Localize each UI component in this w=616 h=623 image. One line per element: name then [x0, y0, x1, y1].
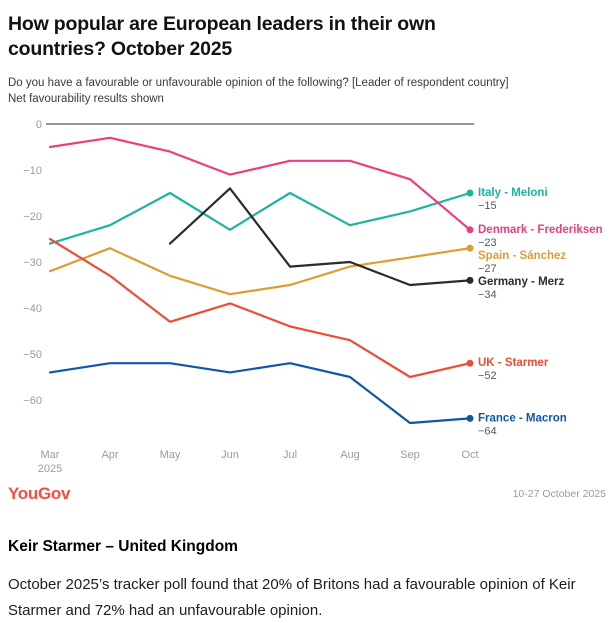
- series-value-uk-starmer: −52: [478, 370, 497, 382]
- series-label-germany-merz: Germany - Merz: [478, 276, 565, 288]
- series-endpoint-france-macron: [466, 414, 474, 422]
- series-label-uk-starmer: UK - Starmer: [478, 357, 549, 369]
- series-label-france-macron: France - Macron: [478, 412, 567, 424]
- fieldwork-date-range: 10-27 October 2025: [512, 488, 606, 501]
- x-tick-label: Sep: [400, 449, 420, 461]
- y-tick-label: −50: [23, 349, 42, 361]
- series-endpoint-uk-starmer: [466, 359, 474, 367]
- series-value-france-macron: −64: [478, 425, 497, 437]
- series-value-denmark-frederiksen: −23: [478, 237, 497, 249]
- article-heading: Keir Starmer – United Kingdom: [8, 538, 238, 556]
- x-tick-label: Mar: [41, 449, 60, 461]
- series-line-uk-starmer: [48, 237, 472, 379]
- series-endpoint-denmark-frederiksen: [466, 226, 474, 234]
- series-label-spain-sanchez: Spain - Sánchez: [478, 250, 566, 262]
- series-label-italy-meloni: Italy - Meloni: [478, 187, 548, 199]
- series-endpoint-spain-sanchez: [466, 244, 474, 252]
- series-line-italy-meloni: [48, 191, 472, 245]
- x-tick-label: Jun: [221, 449, 239, 461]
- series-endpoint-germany-merz: [466, 276, 474, 284]
- x-tick-label: Jul: [283, 449, 297, 461]
- x-tick-label: May: [160, 449, 181, 461]
- y-tick-label: −40: [23, 303, 42, 315]
- chart-title: How popular are European leaders in thei…: [8, 13, 436, 61]
- series-line-france-macron: [48, 362, 472, 425]
- series-line-denmark-frederiksen: [48, 136, 472, 231]
- y-tick-label: −10: [23, 165, 42, 177]
- line-chart: 0 −10 −20 −30 −40 −50 −60 Mar Apr May Jun Jul Aug Sep…: [23, 119, 603, 475]
- series-line-germany-merz: [168, 187, 472, 287]
- chart-footer: YouGov 10-27 October 2025: [8, 484, 608, 504]
- y-tick-label: −60: [23, 395, 42, 407]
- chart-subtitle-line1: Do you have a favourable or unfavourable…: [8, 76, 509, 89]
- chart-subtitle-line2: Net favourability results shown: [8, 93, 164, 106]
- series-label-denmark-frederiksen: Denmark - Frederiksen: [478, 224, 603, 236]
- series-endpoint-italy-meloni: [466, 189, 474, 197]
- x-tick-label: Aug: [340, 449, 360, 461]
- y-tick-label: −20: [23, 211, 42, 223]
- series-value-italy-meloni: −15: [478, 200, 497, 212]
- article-paragraph: October 2025’s tracker poll found that 2…: [8, 576, 576, 619]
- x-tick-label: Oct: [461, 449, 478, 461]
- series-value-germany-merz: −34: [478, 289, 497, 301]
- y-tick-label: 0: [36, 119, 42, 131]
- x-tick-label: Apr: [101, 449, 118, 461]
- yougov-logo: YouGov: [8, 484, 71, 504]
- x-axis-year-label: 2025: [38, 463, 62, 475]
- series-value-spain-sanchez: −27: [478, 263, 497, 275]
- series-line-spain-sanchez: [48, 247, 472, 296]
- y-tick-label: −30: [23, 257, 42, 269]
